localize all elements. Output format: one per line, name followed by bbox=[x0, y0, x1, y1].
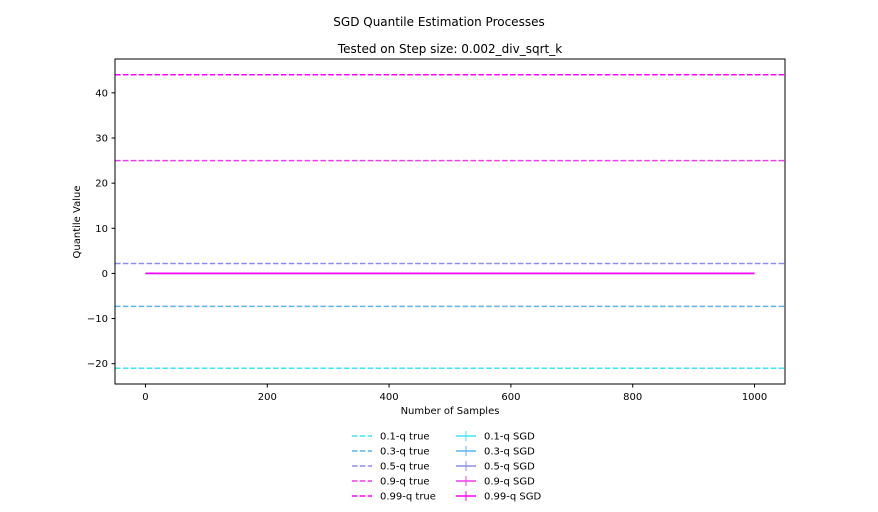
x-tick-label: 1000 bbox=[742, 392, 767, 403]
x-tick-label: 0 bbox=[142, 392, 148, 403]
legend-label: 0.99-q SGD bbox=[484, 492, 541, 503]
y-tick-label: 20 bbox=[95, 179, 108, 190]
chart-suptitle: SGD Quantile Estimation Processes bbox=[333, 15, 544, 29]
chart-title: Tested on Step size: 0.002_div_sqrt_k bbox=[337, 42, 562, 56]
x-tick-label: 200 bbox=[258, 392, 277, 403]
legend-label: 0.3-q SGD bbox=[484, 447, 535, 458]
plot-area bbox=[115, 74, 785, 369]
y-tick-label: 30 bbox=[95, 133, 108, 144]
x-tick-label: 600 bbox=[501, 392, 520, 403]
y-tick-label: −10 bbox=[87, 314, 108, 325]
axes-frame bbox=[114, 58, 786, 385]
legend-label: 0.1-q true bbox=[380, 432, 430, 443]
legend-label: 0.3-q true bbox=[380, 447, 430, 458]
legend-label: 0.9-q true bbox=[380, 477, 430, 488]
y-tick-label: −20 bbox=[87, 359, 108, 370]
y-tick-label: 40 bbox=[95, 88, 108, 99]
legend: 0.1-q true 0.3-q true 0.5-q true 0.9-q true… bbox=[352, 431, 541, 503]
y-tick-label: 0 bbox=[102, 269, 108, 280]
legend-label: 0.1-q SGD bbox=[484, 432, 535, 443]
legend-label: 0.99-q true bbox=[380, 492, 436, 503]
x-tick-label: 800 bbox=[623, 392, 642, 403]
legend-label: 0.5-q true bbox=[380, 462, 430, 473]
x-axis: 0 200 400 600 800 1000 bbox=[142, 384, 767, 403]
legend-label: 0.9-q SGD bbox=[484, 477, 535, 488]
y-tick-label: 10 bbox=[95, 224, 108, 235]
legend-label: 0.5-q SGD bbox=[484, 462, 535, 473]
y-axis: −20 −10 0 10 20 30 40 bbox=[87, 88, 115, 370]
x-axis-label: Number of Samples bbox=[401, 406, 500, 417]
x-tick-label: 400 bbox=[380, 392, 399, 403]
y-axis-label: Quantile Value bbox=[72, 186, 83, 259]
